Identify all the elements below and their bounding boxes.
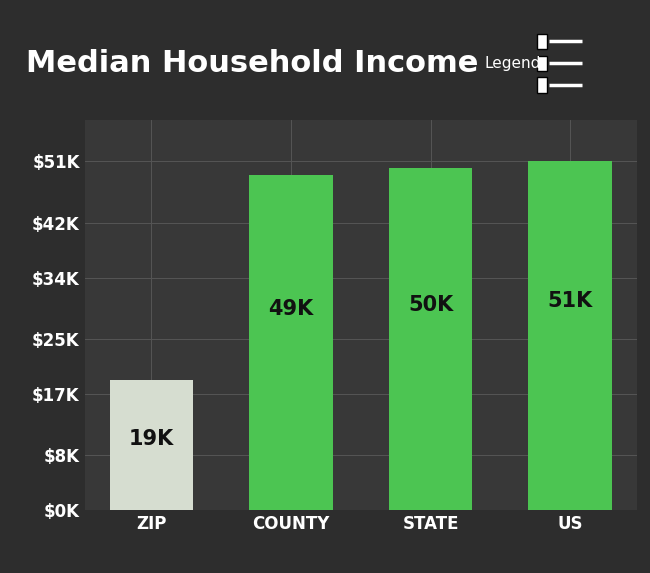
Text: 49K: 49K — [268, 299, 313, 319]
FancyBboxPatch shape — [537, 34, 547, 49]
FancyBboxPatch shape — [537, 56, 547, 70]
Text: Median Household Income: Median Household Income — [26, 49, 478, 78]
Bar — [249, 175, 333, 510]
Text: 50K: 50K — [408, 295, 453, 315]
FancyBboxPatch shape — [537, 77, 547, 92]
Bar — [528, 162, 612, 510]
Text: Legend: Legend — [484, 56, 541, 70]
Bar — [389, 168, 473, 510]
Bar — [110, 380, 193, 510]
Text: 51K: 51K — [547, 291, 593, 311]
Text: 19K: 19K — [129, 429, 174, 449]
